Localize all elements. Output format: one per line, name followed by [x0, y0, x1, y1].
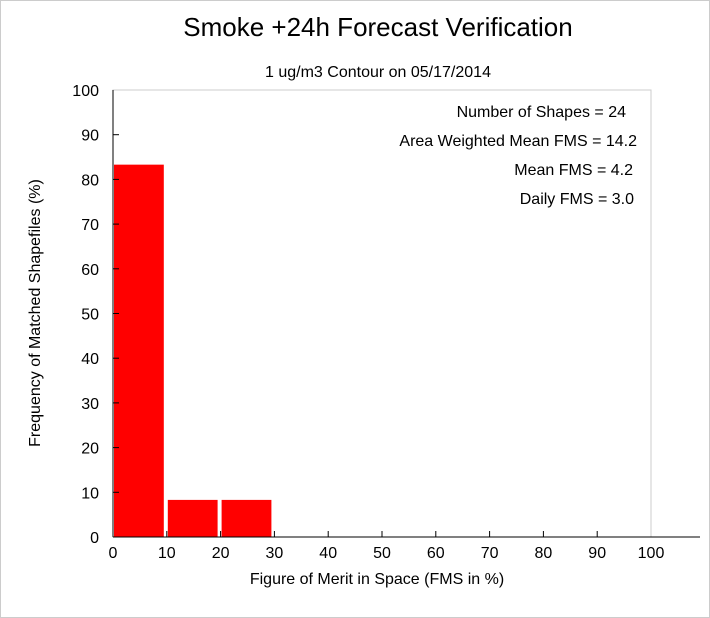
annotation-mean-fms: Mean FMS = 4.2 — [514, 162, 633, 179]
x-axis-label: Figure of Merit in Space (FMS in %) — [250, 571, 504, 588]
y-ticks-group: 0 10 20 30 40 50 60 70 80 90 100 — [72, 83, 119, 547]
bar-bin-10-20 — [167, 499, 218, 537]
x-tick-label: 100 — [638, 545, 665, 562]
x-ticks-group: 0 10 20 30 40 50 60 70 80 90 100 — [109, 531, 665, 562]
bar-bin-20-30 — [221, 499, 272, 537]
y-tick-label: 10 — [81, 485, 99, 502]
y-tick-label: 0 — [90, 530, 99, 547]
x-tick-label: 50 — [373, 545, 391, 562]
y-tick-label: 50 — [81, 307, 99, 324]
x-tick-label: 10 — [158, 545, 176, 562]
x-tick-label: 90 — [588, 545, 606, 562]
stats-annotations: Number of Shapes = 24 Area Weighted Mean… — [399, 104, 637, 208]
annotation-daily-fms: Daily FMS = 3.0 — [520, 191, 634, 208]
x-tick-label: 60 — [427, 545, 445, 562]
x-tick-label: 30 — [266, 545, 284, 562]
x-tick-label: 0 — [109, 545, 118, 562]
y-axis-label: Frequency of Matched Shapefiles (%) — [27, 179, 44, 447]
y-tick-label: 30 — [81, 396, 99, 413]
y-tick-label: 100 — [72, 83, 99, 100]
annotation-area-weighted-mean-fms: Area Weighted Mean FMS = 14.2 — [399, 133, 637, 150]
bar-bin-0-10 — [114, 164, 164, 538]
y-tick-label: 90 — [81, 128, 99, 145]
x-tick-label: 70 — [481, 545, 499, 562]
chart-subtitle: 1 ug/m3 Contour on 05/17/2014 — [265, 64, 491, 81]
y-tick-label: 20 — [81, 441, 99, 458]
annotation-number-of-shapes: Number of Shapes = 24 — [457, 104, 627, 121]
x-tick-label: 80 — [535, 545, 553, 562]
x-tick-label: 40 — [319, 545, 337, 562]
y-tick-label: 80 — [81, 172, 99, 189]
bars-group — [114, 164, 272, 538]
y-tick-label: 40 — [81, 351, 99, 368]
chart-title: Smoke +24h Forecast Verification — [183, 12, 572, 42]
y-tick-label: 70 — [81, 217, 99, 234]
x-tick-label: 20 — [212, 545, 230, 562]
y-tick-label: 60 — [81, 262, 99, 279]
